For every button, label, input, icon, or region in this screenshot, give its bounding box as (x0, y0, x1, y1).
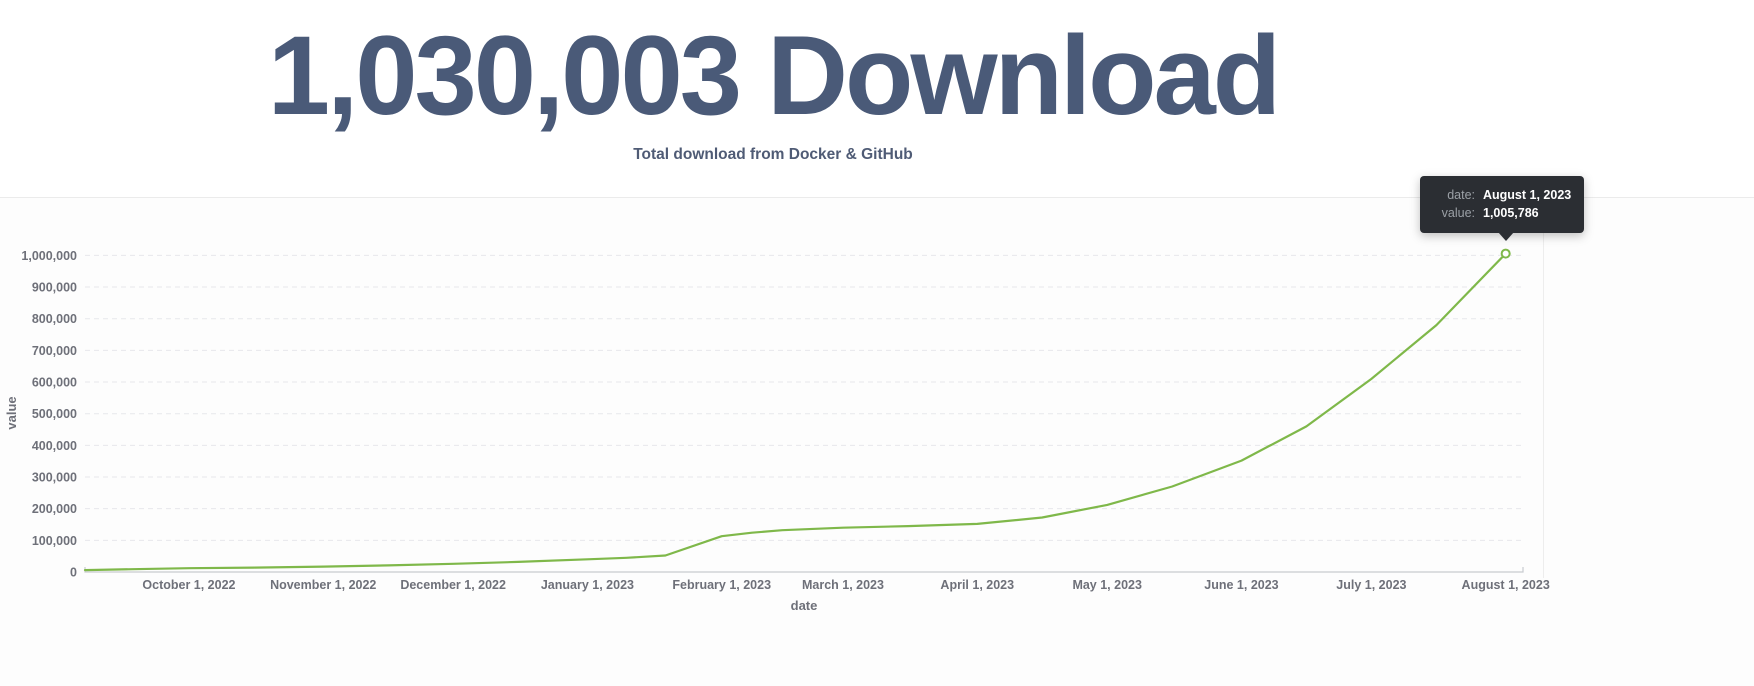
tooltip-date-row: date: August 1, 2023 (1433, 187, 1571, 204)
tooltip-arrow (1498, 232, 1514, 241)
x-tick-label: June 1, 2023 (1204, 578, 1278, 592)
tooltip-value-label: value: (1441, 206, 1475, 220)
highlighted-point-marker[interactable] (1500, 248, 1511, 259)
x-tick-label: March 1, 2023 (802, 578, 884, 592)
download-count-subtitle: Total download from Docker & GitHub (633, 146, 913, 163)
x-tick-label: January 1, 2023 (541, 578, 634, 592)
x-tick-label: May 1, 2023 (1072, 578, 1142, 592)
tooltip-date-value: August 1, 2023 (1483, 188, 1572, 202)
x-tick-label: August 1, 2023 (1462, 578, 1550, 592)
tooltip-date-label: date: (1447, 188, 1475, 202)
downloads-line-chart[interactable]: 0 100,000 200,000 300,000 400,000 500,000 600,… (0, 198, 1754, 686)
y-tick-label: 0 (70, 566, 77, 580)
y-tick-label: 300,000 (32, 471, 77, 485)
x-tick-label: October 1, 2022 (142, 578, 235, 592)
tooltip-value-value: 1,005,786 (1483, 206, 1539, 220)
y-tick-label: 900,000 (32, 281, 77, 295)
y-tick-label: 800,000 (32, 312, 77, 326)
y-tick-label: 100,000 (32, 534, 77, 548)
chart-tooltip: date: August 1, 2023 value: 1,005,786 (1420, 176, 1585, 241)
tooltip-value-row: value: 1,005,786 (1433, 205, 1571, 222)
chart-section: 0 100,000 200,000 300,000 400,000 500,000 600,… (0, 197, 1754, 686)
x-tick-label: April 1, 2023 (940, 578, 1014, 592)
page-header: 1,030,003 Download Total download from D… (0, 0, 1546, 197)
x-tick-label: November 1, 2022 (270, 578, 376, 592)
y-tick-label: 400,000 (32, 439, 77, 453)
x-tick-label: July 1, 2023 (1336, 578, 1406, 592)
x-tick-label: December 1, 2022 (400, 578, 506, 592)
y-tick-label: 700,000 (32, 344, 77, 358)
series-line-value[interactable] (83, 252, 1507, 572)
x-axis-title: date (791, 598, 818, 613)
x-tick-label: February 1, 2023 (672, 578, 771, 592)
download-count-title: 1,030,003 Download (267, 13, 1281, 138)
y-tick-label: 200,000 (32, 502, 77, 516)
y-axis-title: value (4, 396, 19, 429)
y-tick-label: 500,000 (32, 407, 77, 421)
y-tick-label: 600,000 (32, 376, 77, 390)
y-tick-label: 1,000,000 (21, 249, 77, 263)
